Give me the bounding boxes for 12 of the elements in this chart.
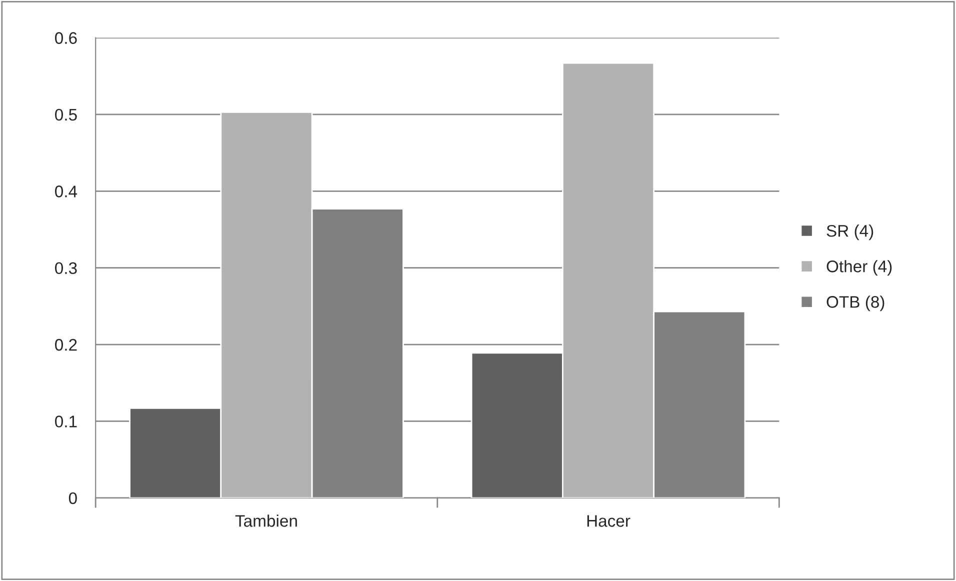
y-tick-label: 0.3 xyxy=(55,262,77,274)
legend-label: SR (4) xyxy=(826,224,874,240)
x-tick-label: Hacer xyxy=(587,515,630,527)
y-tick-label: 0.1 xyxy=(55,416,77,428)
y-tick-label: 0 xyxy=(68,492,77,504)
y-tick-label: 0.2 xyxy=(55,338,77,351)
y-tick-label: 0.5 xyxy=(55,108,77,121)
y-tick-label: 0.6 xyxy=(55,32,77,44)
legend-label: OTB (8) xyxy=(826,296,884,312)
x-tick-label: Tambien xyxy=(235,514,297,527)
legend-label: Other (4) xyxy=(826,260,892,276)
y-tick-label: 0.4 xyxy=(55,186,78,198)
